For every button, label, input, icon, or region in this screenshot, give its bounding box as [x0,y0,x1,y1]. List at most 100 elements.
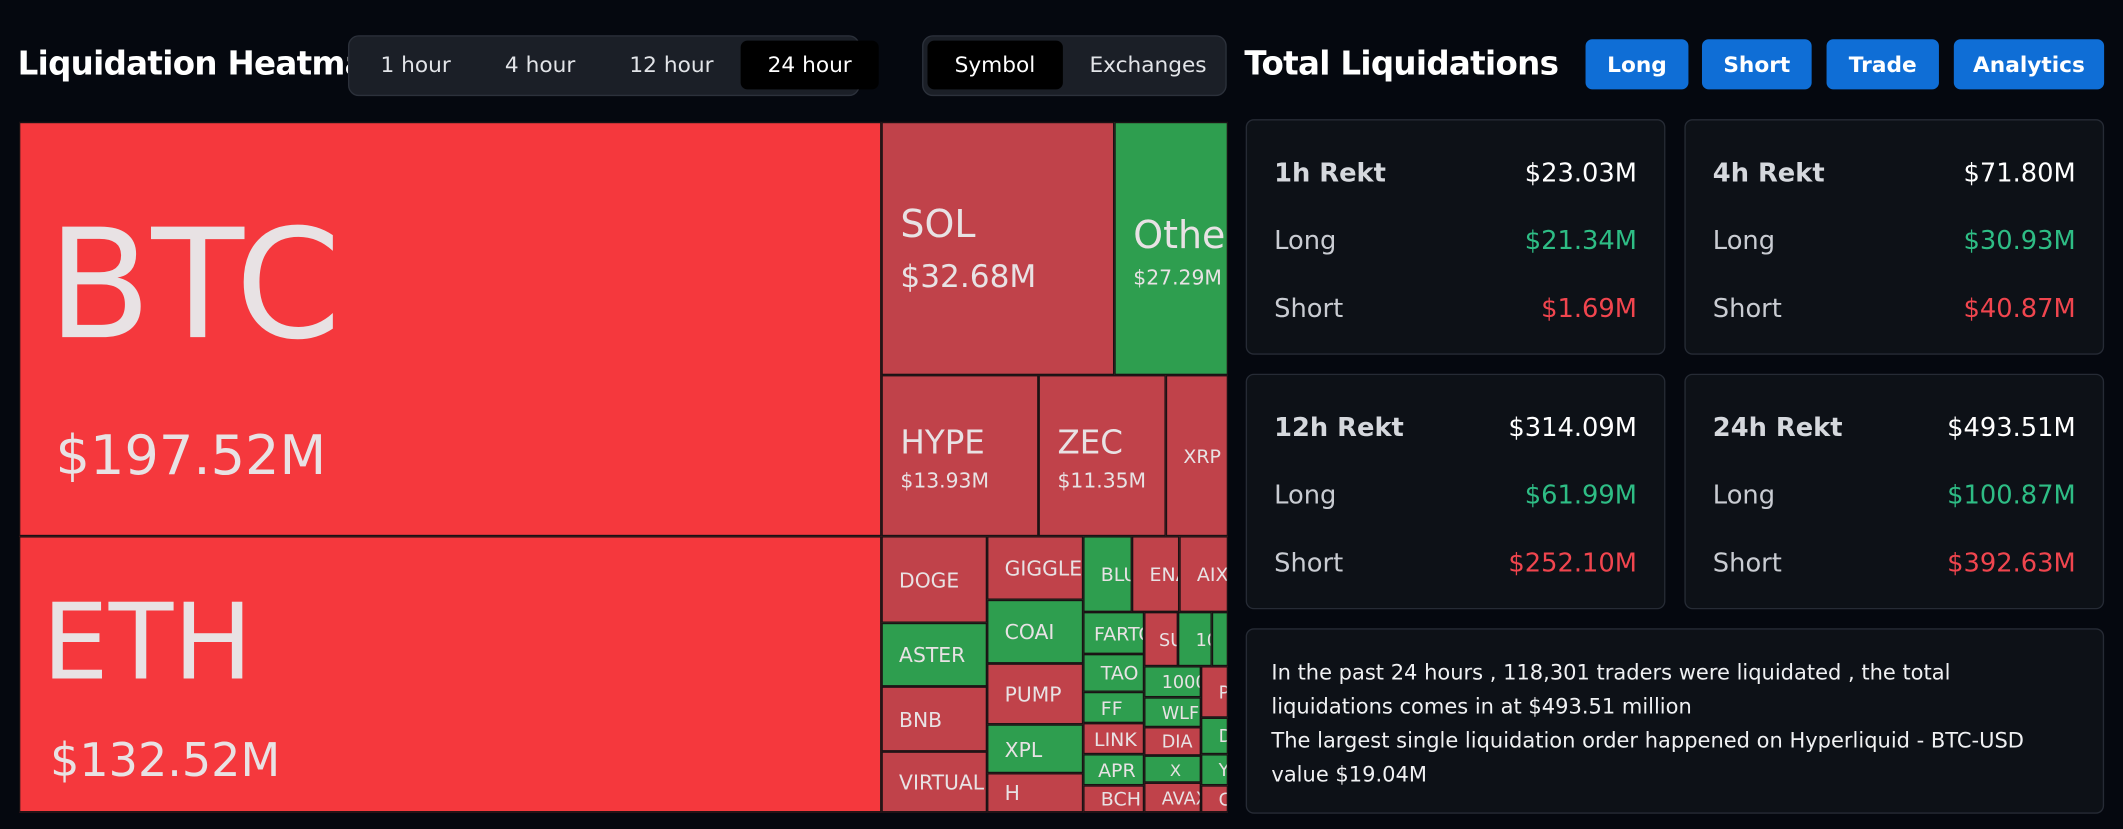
card-value: $21.34M [1524,226,1637,256]
heatmap-tile: VIRTUAL [881,751,988,813]
tile-value: $32.68M [900,259,1037,296]
tile-label: ASTER [899,643,966,668]
action-button[interactable]: Long [1585,39,1689,90]
card-label: Short [1274,548,1344,579]
tab[interactable]: Symbol [927,40,1063,90]
card-row: Short $40.87M [1713,292,2076,324]
tile-label: APR [1098,760,1136,782]
summary-note: In the past 24 hours , 118,301 traders w… [1245,628,2105,814]
tab[interactable]: 4 hour [504,51,576,78]
card-row: Short $252.10M [1274,547,1637,579]
tile-label: BCH [1100,789,1141,812]
heatmap-tile: COAI [987,599,1084,664]
card-value: $71.80M [1963,158,2076,189]
heatmap-tile: 1000PEPE [1177,612,1212,667]
card-value: $314.09M [1508,412,1637,443]
card-value: $252.10M [1508,548,1637,579]
heatmap-tile: APR [1083,754,1145,786]
tile-label: PUMP [1004,682,1062,707]
heatmap-tile: XRP [1165,375,1229,537]
tile-label: FARTCOIN [1094,623,1143,646]
heatmap-tile: X [1144,755,1201,783]
tile-label: AIXBT [1196,564,1229,587]
tile-label: BTC [47,197,342,374]
tile-value: $13.93M [900,468,990,493]
heatmap-tile: ZEC $11.35M [1038,375,1166,537]
tile-label: ENA [1149,564,1178,587]
card-value: $61.99M [1524,480,1637,511]
tab[interactable]: 1 hour [380,51,451,78]
note-line: The largest single liquidation order hap… [1271,728,2024,787]
tile-label: XRP [1183,446,1221,468]
card-value: $100.87M [1947,480,2076,511]
tile-label: TAO [1100,663,1139,686]
tile-value: $11.35M [1057,468,1147,493]
card-label: 4h Rekt [1712,158,1825,189]
tile-label: 1000BONK [1161,672,1200,694]
tile-label: XPL [1004,737,1043,762]
card-label: 1h Rekt [1274,158,1386,189]
tile-label: CRV [1219,791,1227,809]
card-row: Long $21.34M [1274,225,1637,257]
action-button[interactable]: Analytics [1953,39,2105,90]
heatmap-tile: YB [1200,754,1229,786]
heatmap-tile: ENA [1131,536,1180,613]
card-row: Short $392.63M [1713,547,2076,579]
card-value: $493.51M [1947,412,2076,443]
tile-label: Other [1133,212,1226,258]
heatmap-tile: AVAX [1144,782,1201,813]
tab[interactable]: 12 hour [629,51,714,78]
heatmap-tile: 1000BONK [1144,666,1201,698]
card-row: Long $61.99M [1274,479,1637,511]
card-row: 1h Rekt $23.03M [1274,157,1637,189]
card-label: Short [1274,293,1344,324]
summary-title: Total Liquidations [1244,44,1559,83]
tile-value: $27.29M [1133,265,1222,290]
view-tabs: Symbol Exchanges [922,35,1227,97]
heatmap-tile: DOT [1200,717,1229,755]
tile-label: WLFI [1161,703,1201,724]
heatmap-tile: LINK [1083,723,1145,755]
tile-label: YB [1219,762,1227,780]
tile-label: AVAX [1161,788,1200,810]
tile-label: SUI [1159,630,1177,651]
card-row: 4h Rekt $71.80M [1713,157,2076,189]
heatmap-tile: BTC $197.52M [18,121,882,537]
tile-value: $132.52M [50,733,281,789]
card-value: $30.93M [1963,226,2076,256]
card-label: Short [1712,548,1782,579]
tile-label: 1000PEPE [1195,630,1211,651]
heatmap-tile: BNB [881,686,988,752]
heatmap-tile: CRV [1200,785,1229,813]
tab[interactable]: 24 hour [740,40,879,90]
heatmap-tile: ASTER [881,622,988,687]
card-label: Long [1274,480,1337,511]
heatmap-tile: HYPE $13.93M [881,375,1039,537]
heatmap-tile: SUI [1144,612,1178,667]
tile-label: VIRTUAL [899,770,985,795]
card-label: 24h Rekt [1712,412,1843,443]
heatmap-tile: XPL [987,724,1084,774]
card-label: Long [1712,226,1776,256]
card-row: 24h Rekt $493.51M [1713,412,2076,444]
card-label: Long [1712,480,1776,511]
action-button[interactable]: Short [1701,39,1812,90]
note-line: In the past 24 hours , 118,301 traders w… [1271,660,1951,719]
tab[interactable]: Exchanges [1089,51,1207,78]
card-value: $1.69M [1541,293,1637,324]
tile-label: H [1004,781,1020,806]
heatmap-tile: Other $27.29M [1114,121,1229,376]
heatmap-tile: DOGE [881,536,988,623]
action-button[interactable]: Trade [1826,39,1939,90]
heatmap-tile: BCH [1083,785,1145,813]
heatmap-tile: GIGGLE [987,536,1084,600]
heatmap-tile: FARTCOIN [1083,612,1145,654]
tile-label: ETH [41,582,253,705]
tile-label: SOL [900,201,976,247]
tile-label: PENGU [1219,684,1227,702]
tile-label: DOT [1219,728,1227,746]
card-row: 12h Rekt $314.09M [1274,412,1637,444]
tile-label: BLUAI [1100,564,1131,587]
card-value: $23.03M [1524,158,1637,189]
